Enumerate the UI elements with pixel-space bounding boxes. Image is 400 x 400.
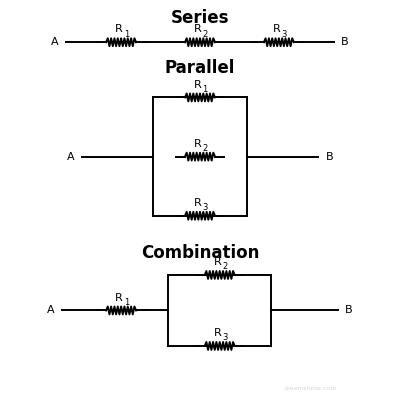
Text: 1: 1 (202, 85, 208, 94)
Text: Parallel: Parallel (165, 59, 235, 77)
Text: B: B (326, 152, 333, 162)
Text: 1: 1 (124, 298, 129, 307)
Text: dreamstime.com: dreamstime.com (284, 386, 337, 391)
Text: R: R (194, 24, 202, 34)
Text: R: R (194, 80, 202, 90)
Text: Series: Series (171, 9, 229, 27)
Text: R: R (194, 139, 202, 149)
Text: Combination: Combination (141, 244, 259, 262)
Text: A: A (51, 37, 59, 47)
Text: R: R (115, 24, 123, 34)
Text: 2: 2 (222, 262, 228, 271)
Text: 2: 2 (202, 30, 208, 39)
Text: R: R (214, 257, 222, 267)
Text: R: R (194, 198, 202, 208)
Text: 3: 3 (202, 203, 208, 212)
Text: B: B (345, 306, 353, 316)
Text: A: A (67, 152, 74, 162)
Text: 2: 2 (202, 144, 208, 153)
Text: B: B (341, 37, 349, 47)
Text: 3: 3 (281, 30, 287, 39)
Text: R: R (214, 328, 222, 338)
Text: 3: 3 (222, 333, 228, 342)
Text: 1: 1 (124, 30, 129, 39)
Text: R: R (115, 292, 123, 302)
Text: A: A (47, 306, 55, 316)
Text: R: R (273, 24, 281, 34)
